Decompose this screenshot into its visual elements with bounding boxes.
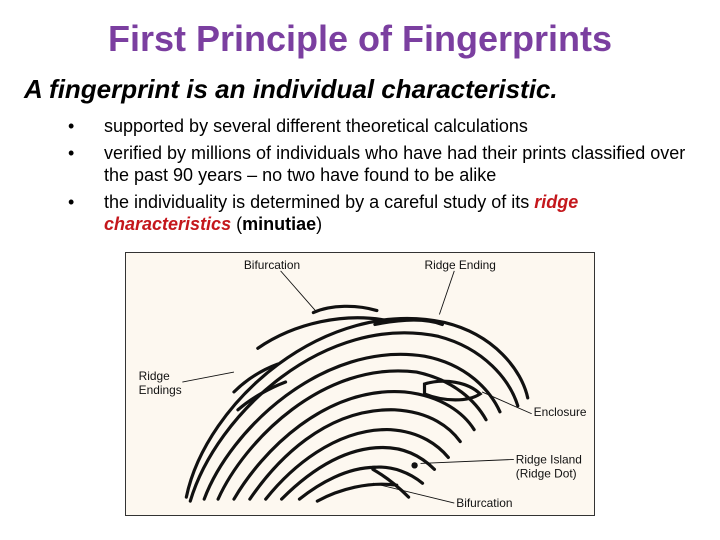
fingerprint-diagram: Bifurcation Ridge Ending RidgeEndings Enclo… bbox=[125, 252, 595, 516]
svg-text:Ridge Island: Ridge Island bbox=[516, 452, 582, 466]
svg-text:Bifurcation: Bifurcation bbox=[244, 257, 300, 271]
bullet-item: the individuality is determined by a car… bbox=[68, 191, 696, 236]
diagram-container: Bifurcation Ridge Ending RidgeEndings Enclo… bbox=[24, 252, 696, 516]
svg-text:Bifurcation: Bifurcation bbox=[456, 496, 512, 510]
svg-text:Enclosure: Enclosure bbox=[534, 404, 587, 418]
svg-text:Ridge: Ridge bbox=[139, 369, 170, 383]
slide-title: First Principle of Fingerprints bbox=[24, 18, 696, 60]
slide-subtitle: A fingerprint is an individual character… bbox=[24, 74, 696, 105]
bullet-item: supported by several different theoretic… bbox=[68, 115, 696, 138]
bullet-list: supported by several different theoretic… bbox=[24, 115, 696, 236]
bullet-item: verified by millions of individuals who … bbox=[68, 142, 696, 187]
svg-text:(Ridge Dot): (Ridge Dot) bbox=[516, 466, 577, 480]
svg-text:Endings: Endings bbox=[139, 382, 182, 396]
svg-text:Ridge Ending: Ridge Ending bbox=[425, 257, 496, 271]
